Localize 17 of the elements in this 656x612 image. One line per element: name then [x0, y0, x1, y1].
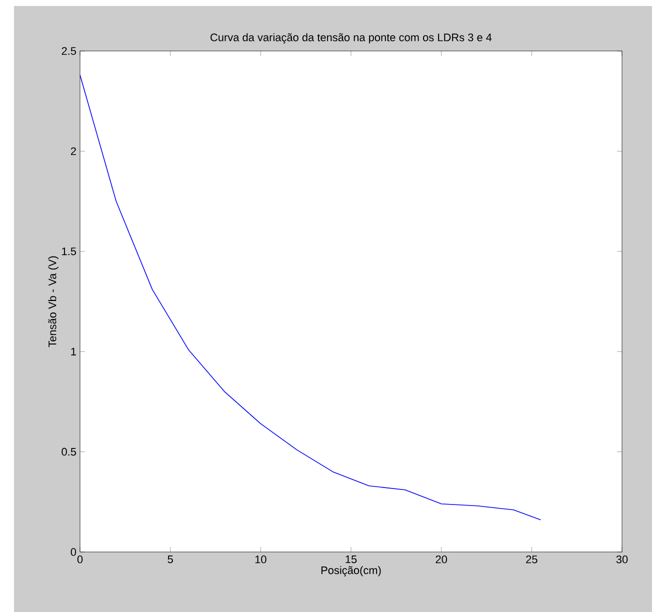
x-tick-label: 15: [346, 556, 357, 564]
y-tick-label: 0.5: [62, 448, 76, 456]
y-axis-title: Tensão Vb - Va (V): [48, 256, 58, 348]
y-tick-label: 2.5: [62, 47, 76, 55]
x-tick-label: 0: [77, 556, 83, 564]
x-tick-label: 20: [436, 556, 447, 564]
y-tick-label: 0: [70, 548, 76, 556]
chart-title: Curva da variação da tensão na ponte com os LDRs 3 e 4: [210, 33, 492, 44]
x-tick-label: 25: [526, 556, 538, 564]
y-tick-label: 2: [70, 147, 76, 156]
x-tick-label: 5: [168, 556, 173, 564]
x-axis-title: Posição(cm): [321, 566, 381, 576]
line-series: [80, 74, 542, 520]
y-tick-label: 1: [71, 348, 76, 356]
x-tick-label: 30: [616, 556, 628, 564]
x-tick-label: 10: [255, 556, 266, 564]
y-tick-label: 1.5: [62, 248, 76, 256]
